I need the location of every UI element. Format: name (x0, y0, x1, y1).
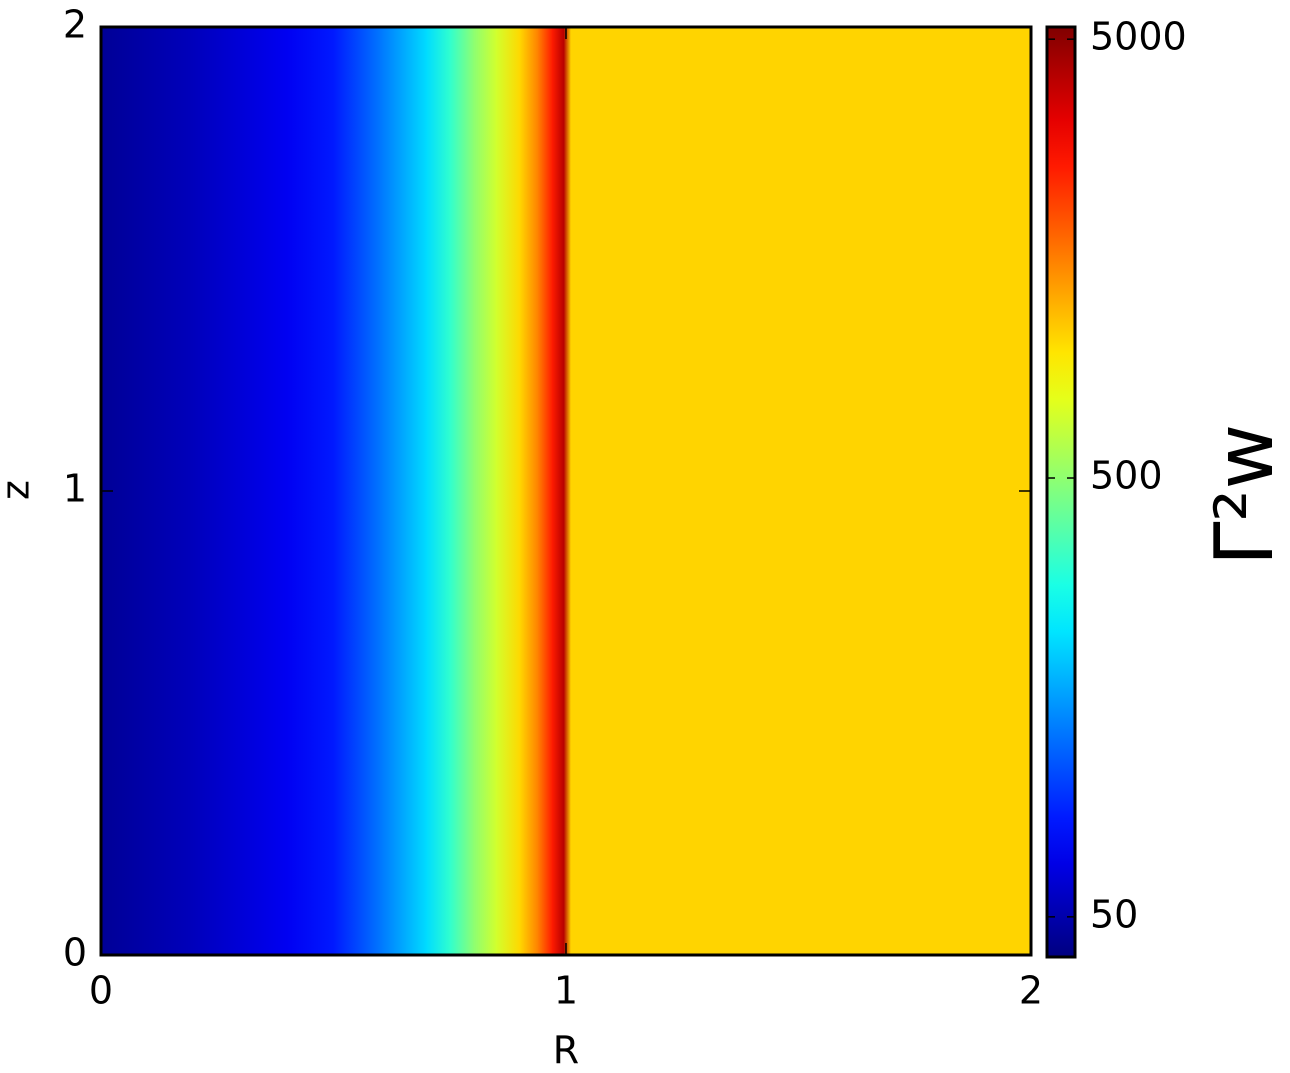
field-strip (380, 27, 427, 955)
field-strip (496, 27, 520, 955)
field-strip (538, 27, 553, 955)
x-axis-label: R (553, 1029, 579, 1073)
field-strip (426, 27, 451, 955)
x-tick-label: 1 (554, 969, 578, 1013)
field-strip (287, 27, 334, 955)
colorbar (1045, 25, 1077, 959)
colorbar-tick-label: 500 (1090, 454, 1163, 498)
field-strip (473, 27, 497, 955)
field-strip (449, 27, 474, 955)
colorbar-tick-label: 5000 (1090, 15, 1187, 59)
field-strip (519, 27, 539, 955)
colorbar-label: Γ²w (1198, 424, 1290, 566)
field-strip (552, 27, 565, 955)
y-tick-label: 0 (63, 931, 87, 975)
y-tick-label: 2 (63, 3, 87, 47)
x-tick-label: 2 (1019, 969, 1043, 1013)
field-strip (101, 27, 195, 955)
y-axis-label: z (0, 480, 38, 500)
x-tick-label: 0 (89, 969, 113, 1013)
colorbar-tick-label: 50 (1090, 892, 1138, 936)
field-strip (333, 27, 381, 955)
field-strip (570, 27, 1032, 955)
y-tick-label: 1 (63, 467, 87, 511)
field-strip (563, 27, 572, 955)
field-strip (194, 27, 288, 955)
